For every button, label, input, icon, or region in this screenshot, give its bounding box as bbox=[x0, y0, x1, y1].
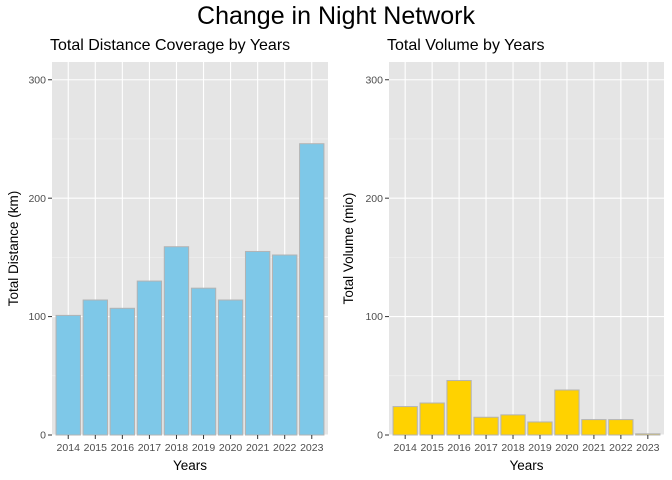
distance-bar-2022 bbox=[272, 254, 298, 436]
distance-y-tick-label: 200 bbox=[28, 193, 46, 205]
figure-title: Change in Night Network bbox=[197, 2, 475, 30]
volume-bar-2016 bbox=[446, 380, 472, 436]
volume-y-tick-label: 0 bbox=[377, 430, 383, 442]
volume-bar-2014 bbox=[392, 406, 418, 436]
volume-x-axis-title: Years bbox=[509, 458, 543, 473]
distance-x-tick-label: 2021 bbox=[246, 442, 270, 454]
volume-chart-title: Total Volume by Years bbox=[387, 37, 544, 54]
volume-x-tick-label: 2017 bbox=[474, 442, 498, 454]
volume-x-tick-label: 2020 bbox=[555, 442, 579, 454]
distance-bar-2014 bbox=[55, 314, 81, 436]
volume-bar-2022 bbox=[608, 419, 634, 436]
distance-chart-title: Total Distance Coverage by Years bbox=[50, 37, 290, 54]
volume-x-tick-label: 2015 bbox=[420, 442, 444, 454]
distance-bar-2019 bbox=[190, 287, 217, 436]
volume-x-tick-label: 2016 bbox=[447, 442, 471, 454]
volume-x-tick-label: 2023 bbox=[636, 442, 660, 454]
volume-bar-2015 bbox=[419, 402, 445, 436]
distance-x-tick-label: 2015 bbox=[84, 442, 108, 454]
distance-bar-2016 bbox=[109, 307, 136, 436]
volume-x-tick-label: 2021 bbox=[582, 442, 606, 454]
distance-y-tick-label: 300 bbox=[28, 74, 46, 86]
volume-y-tick-label: 200 bbox=[365, 193, 383, 205]
distance-bar-2018 bbox=[163, 246, 190, 436]
volume-bar-2018 bbox=[500, 414, 526, 436]
distance-bar-2020 bbox=[217, 299, 244, 436]
distance-bar-2017 bbox=[136, 280, 163, 436]
distance-bar-2023 bbox=[299, 143, 325, 436]
distance-y-tick-label: 100 bbox=[28, 311, 46, 323]
volume-bar-2021 bbox=[581, 419, 607, 436]
distance-x-tick-label: 2016 bbox=[111, 442, 135, 454]
volume-x-tick-label: 2019 bbox=[528, 442, 552, 454]
distance-x-tick-label: 2018 bbox=[165, 442, 189, 454]
volume-x-tick-label: 2022 bbox=[609, 442, 633, 454]
distance-x-tick-label: 2023 bbox=[300, 442, 324, 454]
volume-bar-2020 bbox=[554, 389, 580, 436]
distance-x-tick-label: 2017 bbox=[138, 442, 162, 454]
volume-y-tick-label: 100 bbox=[365, 311, 383, 323]
volume-x-tick-label: 2014 bbox=[393, 442, 417, 454]
distance-x-tick-label: 2019 bbox=[192, 442, 216, 454]
volume-x-tick-label: 2018 bbox=[501, 442, 525, 454]
distance-y-axis-title: Total Distance (km) bbox=[6, 191, 21, 307]
volume-plot-background bbox=[389, 62, 664, 435]
distance-x-tick-label: 2014 bbox=[57, 442, 81, 454]
distance-x-tick-label: 2022 bbox=[273, 442, 297, 454]
distance-x-axis-title: Years bbox=[173, 458, 207, 473]
volume-bar-2019 bbox=[527, 421, 553, 436]
distance-bar-2015 bbox=[82, 299, 108, 436]
distance-bar-2021 bbox=[244, 250, 271, 436]
volume-y-tick-label: 300 bbox=[365, 74, 383, 86]
volume-bar-2023 bbox=[635, 433, 661, 436]
distance-x-tick-label: 2020 bbox=[219, 442, 243, 454]
volume-y-axis-title: Total Volume (mio) bbox=[341, 193, 356, 305]
distance-y-tick-label: 0 bbox=[40, 430, 46, 442]
distance-panel: Total Distance Coverage by Years 0 100 200 3… bbox=[6, 37, 328, 473]
volume-bar-2017 bbox=[473, 416, 499, 436]
